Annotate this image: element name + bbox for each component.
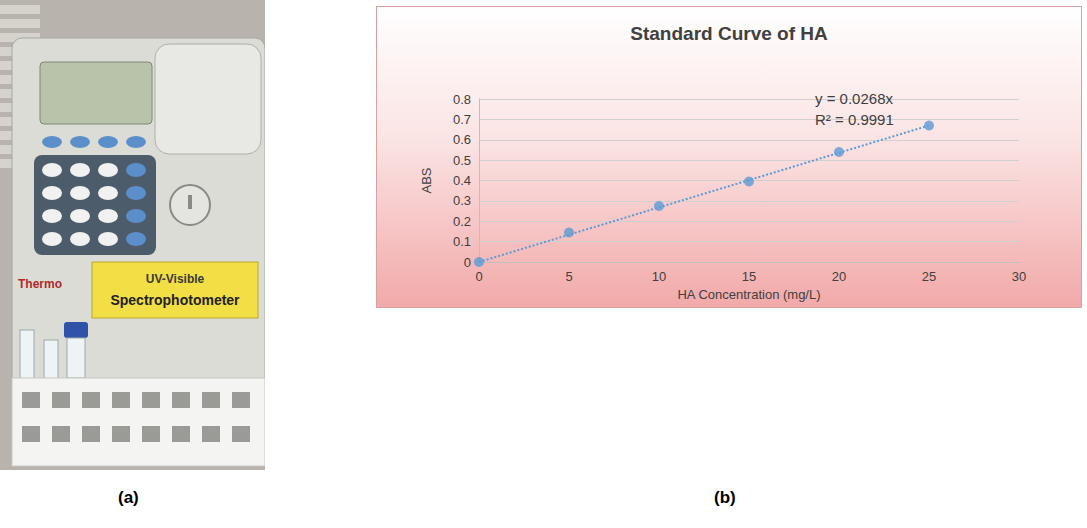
svg-text:0: 0 xyxy=(475,269,482,284)
svg-text:UV-Visible: UV-Visible xyxy=(146,272,205,286)
svg-text:0.2: 0.2 xyxy=(453,214,471,229)
svg-text:20: 20 xyxy=(832,269,846,284)
svg-text:15: 15 xyxy=(742,269,756,284)
svg-text:Spectrophotometer: Spectrophotometer xyxy=(110,292,240,308)
svg-text:Standard Curve of HA: Standard Curve of HA xyxy=(630,23,828,44)
svg-text:5: 5 xyxy=(565,269,572,284)
svg-text:Thermo: Thermo xyxy=(18,277,62,291)
html-text:(b): (b) xyxy=(714,488,736,507)
svg-text:y = 0.0268x: y = 0.0268x xyxy=(815,90,893,107)
svg-text:0.3: 0.3 xyxy=(453,193,471,208)
svg-text:0: 0 xyxy=(464,255,471,270)
svg-text:ABS: ABS xyxy=(419,167,434,193)
svg-text:R² = 0.9991: R² = 0.9991 xyxy=(815,111,894,128)
svg-text:0.7: 0.7 xyxy=(453,112,471,127)
svg-text:HA Concentration (mg/L): HA Concentration (mg/L) xyxy=(677,287,820,302)
svg-text:10: 10 xyxy=(652,269,666,284)
svg-text:30: 30 xyxy=(1012,269,1026,284)
svg-text:0.1: 0.1 xyxy=(453,234,471,249)
svg-text:25: 25 xyxy=(922,269,936,284)
html-text:(a): (a) xyxy=(118,488,139,507)
svg-text:0.6: 0.6 xyxy=(453,132,471,147)
svg-text:0.5: 0.5 xyxy=(453,153,471,168)
svg-text:0.8: 0.8 xyxy=(453,92,471,107)
svg-text:0.4: 0.4 xyxy=(453,173,471,188)
